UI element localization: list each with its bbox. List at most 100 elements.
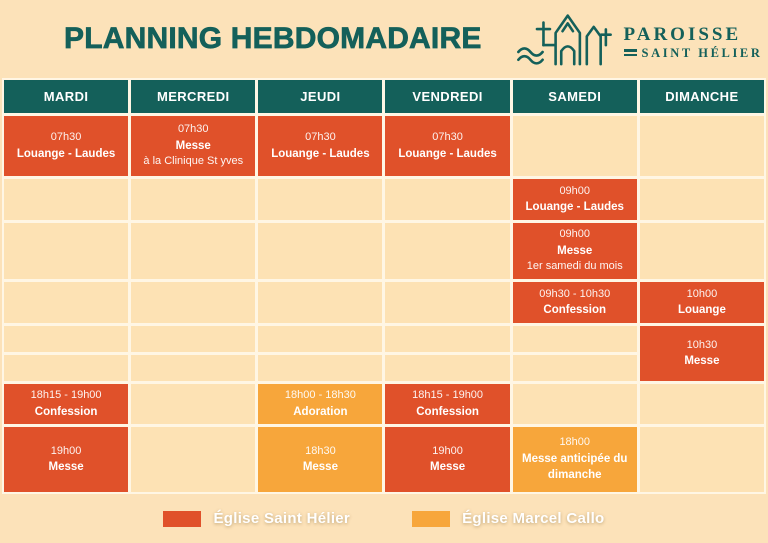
event-title: Confession bbox=[543, 304, 607, 317]
event-cell-mardi-laudes: 07h30 Louange - Laudes bbox=[4, 116, 129, 176]
day-header-dimanche: DIMANCHE bbox=[639, 80, 764, 113]
empty-cell bbox=[385, 326, 510, 352]
empty-cell bbox=[258, 179, 383, 220]
event-cell-samedi-confession: 09h30 - 10h30 Confession bbox=[512, 282, 637, 323]
event-time: 19h00 bbox=[432, 444, 463, 457]
event-title: Messe bbox=[429, 461, 466, 474]
event-time: 07h30 bbox=[305, 131, 336, 144]
page-title: PLANNING HEBDOMADAIRE bbox=[64, 22, 482, 56]
event-cell-dimanche-messe: 10h30 Messe bbox=[639, 326, 764, 381]
event-title: Louange bbox=[677, 304, 726, 317]
event-cell-mardi-confession: 18h15 - 19h00 Confession bbox=[4, 384, 129, 424]
empty-cell bbox=[512, 384, 637, 424]
empty-cell bbox=[639, 116, 764, 176]
day-header-vendredi: VENDREDI bbox=[385, 80, 510, 113]
event-time: 18h15 - 19h00 bbox=[30, 389, 102, 402]
legend-item-marcel-callo: Église Marcel Callo bbox=[412, 510, 604, 527]
legend-swatch-saint-helier bbox=[163, 510, 202, 527]
legend-swatch-marcel-callo bbox=[412, 510, 451, 527]
event-note: 1er samedi du mois bbox=[526, 260, 623, 273]
empty-cell bbox=[512, 326, 637, 352]
event-cell-jeudi-messe: 18h30 Messe bbox=[258, 427, 383, 492]
event-title: Louange - Laudes bbox=[16, 147, 116, 160]
day-header-samedi: SAMEDI bbox=[512, 80, 637, 113]
empty-cell bbox=[4, 179, 129, 220]
empty-cell bbox=[131, 282, 256, 323]
event-cell-samedi-laudes: 09h00 Louange - Laudes bbox=[512, 179, 637, 220]
event-time: 10h30 bbox=[686, 338, 718, 351]
day-header-jeudi: JEUDI bbox=[258, 80, 383, 113]
empty-cell bbox=[385, 179, 510, 220]
empty-cell bbox=[131, 427, 256, 492]
empty-cell bbox=[639, 384, 764, 424]
empty-cell bbox=[385, 282, 510, 323]
event-title: Messe bbox=[48, 461, 84, 474]
parish-logo: PAROISSE SAINT HÉLIER bbox=[514, 10, 763, 68]
empty-cell bbox=[4, 355, 129, 381]
empty-cell bbox=[512, 116, 637, 176]
equals-bars-icon bbox=[623, 47, 637, 58]
empty-cell bbox=[258, 223, 383, 279]
event-cell-jeudi-adoration: 18h00 - 18h30 Adoration bbox=[258, 384, 383, 424]
event-time: 09h00 bbox=[559, 184, 591, 197]
logo-wordmark: PAROISSE SAINT HÉLIER bbox=[623, 23, 763, 69]
event-title: Messe bbox=[684, 355, 720, 368]
event-title: Confession bbox=[34, 405, 98, 418]
event-title: Messe bbox=[557, 244, 593, 257]
empty-cell bbox=[258, 326, 383, 352]
event-time: 09h00 bbox=[559, 228, 591, 241]
empty-cell bbox=[4, 326, 129, 352]
empty-cell bbox=[639, 223, 764, 279]
empty-cell bbox=[4, 282, 129, 323]
church-icon bbox=[514, 10, 618, 68]
legend-item-saint-helier: Église Saint Hélier bbox=[163, 510, 350, 527]
event-cell-samedi-messe-anticipee: 18h00 Messe anticipée du dimanche bbox=[512, 427, 637, 492]
event-time: 07h30 bbox=[432, 131, 463, 144]
event-time: 07h30 bbox=[177, 123, 209, 136]
event-title: Louange - Laudes bbox=[271, 147, 370, 160]
empty-cell bbox=[385, 223, 510, 279]
event-cell-mercredi-messe-clinique: 07h30 Messe à la Clinique St yves bbox=[131, 116, 256, 176]
logo-name: PAROISSE bbox=[623, 23, 742, 45]
legend-label: Église Marcel Callo bbox=[462, 510, 605, 527]
event-time: 18h30 bbox=[305, 444, 336, 457]
empty-cell bbox=[385, 355, 510, 381]
event-title: Messe bbox=[302, 461, 338, 474]
event-time: 18h15 - 19h00 bbox=[412, 389, 484, 402]
event-cell-vendredi-confession: 18h15 - 19h00 Confession bbox=[385, 384, 510, 424]
empty-cell bbox=[131, 326, 256, 352]
empty-cell bbox=[131, 223, 256, 279]
event-time: 18h00 - 18h30 bbox=[284, 389, 356, 402]
empty-cell bbox=[639, 427, 764, 492]
event-time: 10h00 bbox=[686, 287, 718, 300]
event-title: Confession bbox=[416, 405, 479, 418]
event-title: Adoration bbox=[293, 405, 348, 418]
empty-cell bbox=[512, 355, 637, 381]
logo-subname: SAINT HÉLIER bbox=[641, 45, 763, 60]
empty-cell bbox=[258, 355, 383, 381]
event-note: à la Clinique St yves bbox=[143, 155, 244, 168]
legend: Église Saint Hélier Église Marcel Callo bbox=[0, 494, 768, 543]
schedule-grid: MARDI MERCREDI JEUDI VENDREDI SAMEDI DIM… bbox=[2, 78, 766, 494]
event-time: 09h30 - 10h30 bbox=[539, 287, 611, 300]
event-title: Messe anticipée du dimanche bbox=[522, 452, 628, 482]
event-cell-jeudi-laudes: 07h30 Louange - Laudes bbox=[258, 116, 383, 176]
empty-cell bbox=[131, 384, 256, 424]
page-header: PLANNING HEBDOMADAIRE PAROISSE bbox=[0, 0, 768, 78]
event-cell-vendredi-laudes: 07h30 Louange - Laudes bbox=[385, 116, 510, 176]
day-header-mercredi: MERCREDI bbox=[131, 80, 256, 113]
event-title: Messe bbox=[175, 139, 211, 152]
event-cell-mardi-messe: 19h00 Messe bbox=[4, 427, 129, 492]
logo-subname-row: SAINT HÉLIER bbox=[623, 45, 763, 60]
empty-cell bbox=[4, 223, 129, 279]
event-cell-samedi-messe-1er: 09h00 Messe 1er samedi du mois bbox=[512, 223, 637, 279]
event-cell-dimanche-louange: 10h00 Louange bbox=[639, 282, 764, 323]
event-cell-vendredi-messe: 19h00 Messe bbox=[385, 427, 510, 492]
day-header-mardi: MARDI bbox=[4, 80, 129, 113]
empty-cell bbox=[131, 179, 256, 220]
empty-cell bbox=[258, 282, 383, 323]
event-time: 19h00 bbox=[50, 444, 82, 457]
legend-label: Église Saint Hélier bbox=[213, 510, 351, 527]
empty-cell bbox=[639, 179, 764, 220]
